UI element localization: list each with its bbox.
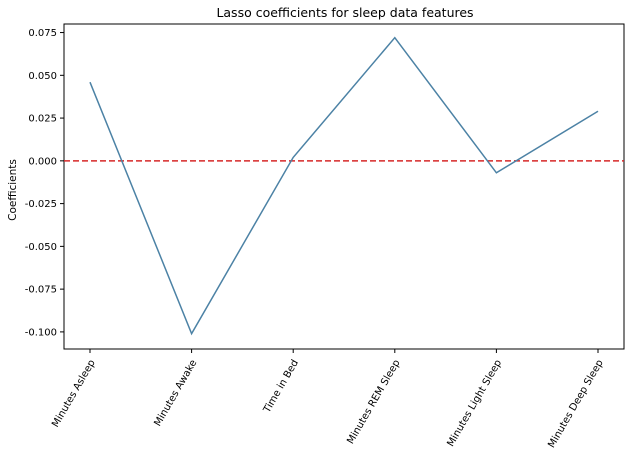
- y-tick-label: 0.050: [28, 71, 57, 82]
- y-tick-label: 0.025: [28, 114, 57, 125]
- chart-title: Lasso coefficients for sleep data featur…: [216, 5, 473, 20]
- coefficient-series-line: [89, 36, 599, 336]
- x-tick-label: Time in Bed: [261, 358, 301, 416]
- x-tick-label: Minutes REM Sleep: [345, 358, 402, 446]
- y-axis-ticks: 0.075 0.050 0.025 0.000 -0.025 -0.050 -0.075 -0…: [25, 28, 64, 338]
- x-tick-label: Minutes Asleep: [50, 358, 98, 429]
- x-tick-label: Minutes Light Sleep: [445, 358, 504, 449]
- plot-area-frame: [63, 23, 625, 350]
- y-tick-label: -0.025: [25, 199, 57, 210]
- x-axis-ticks: Minutes Asleep Minutes Awake Time in Bed Mi…: [50, 349, 606, 450]
- y-tick-label: -0.100: [25, 327, 57, 338]
- x-tick-label: Minutes Awake: [152, 358, 199, 428]
- y-tick-label: -0.075: [25, 285, 57, 296]
- y-tick-label: 0.075: [28, 28, 57, 39]
- y-tick-label: -0.050: [25, 242, 57, 253]
- y-axis-label: Coefficients: [7, 159, 19, 221]
- y-tick-label: 0.000: [28, 156, 57, 167]
- x-tick-label: Minutes Deep Sleep: [546, 358, 605, 450]
